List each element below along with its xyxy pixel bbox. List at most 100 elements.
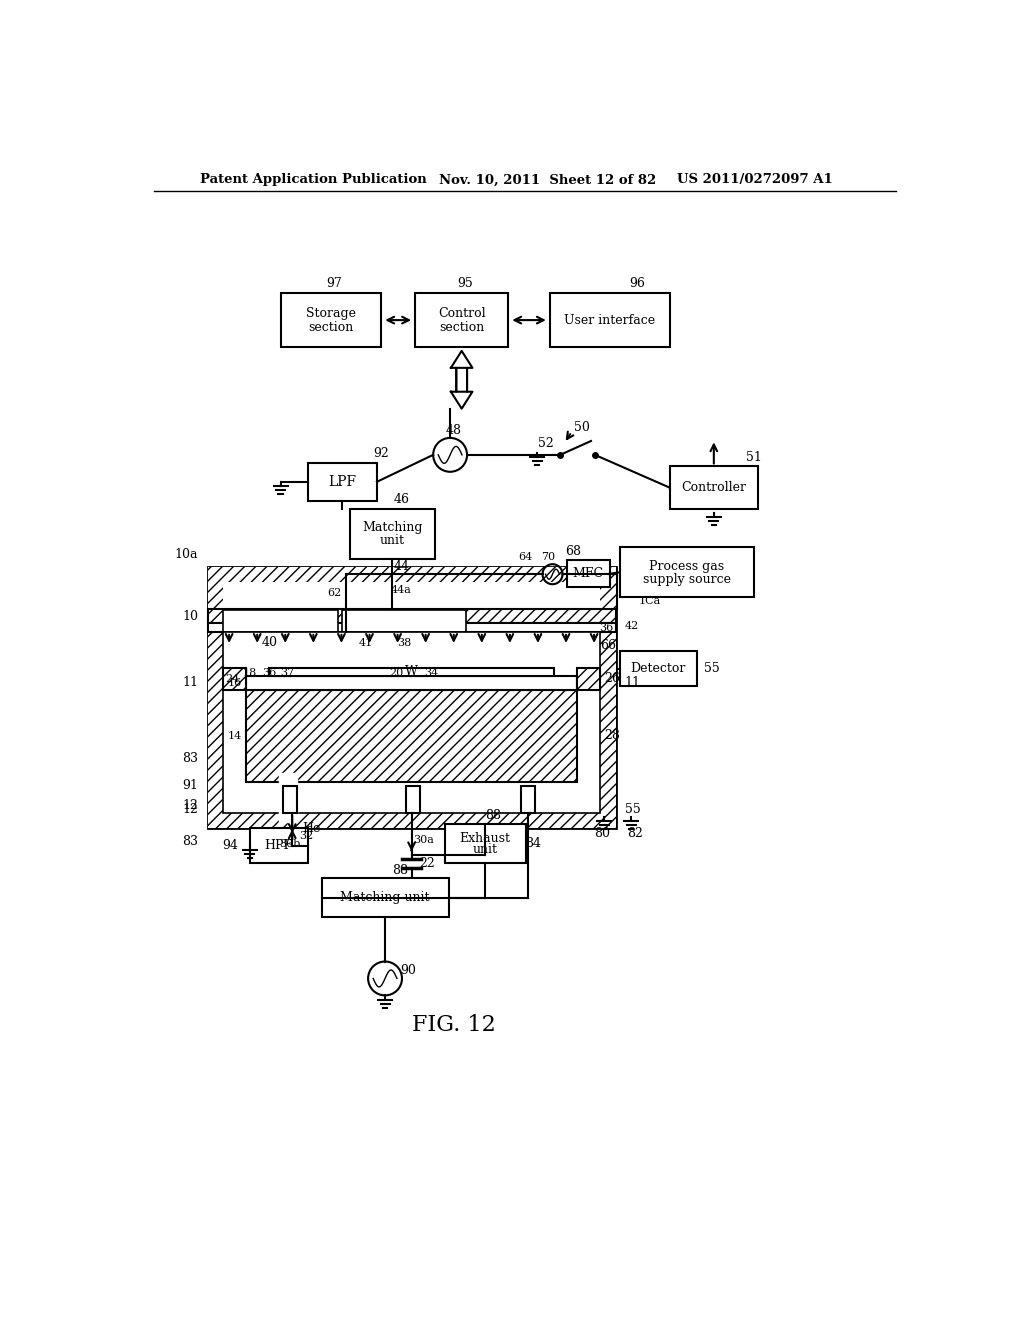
Bar [223,668,246,689]
Text: 70: 70 [542,552,556,562]
Bar [407,785,420,813]
Bar [223,610,339,632]
Text: 10: 10 [182,610,199,623]
Text: unit: unit [473,842,498,855]
Text: User interface: User interface [564,314,655,326]
Text: Nov. 10, 2011  Sheet 12 of 82: Nov. 10, 2011 Sheet 12 of 82 [438,173,655,186]
Bar [208,813,615,829]
Text: 36: 36 [599,623,613,634]
Text: 48: 48 [446,424,462,437]
Text: 95: 95 [458,277,473,290]
Text: 90: 90 [400,964,416,977]
Bar [208,813,615,829]
Text: Storage: Storage [306,308,355,321]
Text: Controller: Controller [681,480,746,494]
Text: 66: 66 [600,639,615,652]
Text: 18: 18 [243,668,257,677]
Bar [578,668,600,689]
Text: 34: 34 [424,668,438,677]
Text: 30a: 30a [413,834,433,845]
Text: 11: 11 [182,676,199,689]
Text: 50: 50 [573,421,590,434]
Bar [208,609,615,623]
Bar [283,785,297,813]
Text: 10a: 10a [175,548,199,561]
Text: 28: 28 [604,730,620,742]
Text: section: section [439,321,484,334]
Text: 40: 40 [261,636,278,649]
Text: 14: 14 [227,731,242,741]
Text: 83: 83 [182,836,199,849]
Text: 64: 64 [518,552,532,562]
Text: 11: 11 [625,676,641,689]
Text: FIG. 12: FIG. 12 [412,1014,496,1036]
Text: 80: 80 [594,828,610,841]
Bar [208,623,615,632]
Text: LPF: LPF [329,475,356,488]
Text: 88: 88 [392,865,409,878]
Bar [208,566,615,829]
Bar [670,466,758,508]
Text: 55: 55 [705,663,720,675]
Bar [208,582,223,813]
Bar [223,632,600,813]
Text: 51: 51 [746,450,762,463]
Bar [600,582,615,813]
Text: Detector: Detector [631,663,686,675]
Bar [208,566,615,582]
Bar [250,829,307,863]
Bar [567,561,609,587]
Text: 26: 26 [604,672,620,685]
Bar [246,690,578,781]
Text: US 2011/0272097 A1: US 2011/0272097 A1 [677,173,833,186]
Text: 84: 84 [525,837,542,850]
Bar [322,878,449,917]
Bar [521,785,535,813]
Text: 97: 97 [327,277,342,290]
Text: He: He [302,822,321,834]
Bar [208,609,615,623]
Bar [444,825,525,863]
Text: 32: 32 [299,832,313,841]
Text: 36: 36 [262,668,276,677]
Text: 96: 96 [629,277,645,290]
Text: 82: 82 [627,828,643,841]
Text: 20: 20 [389,668,403,677]
Bar [578,668,600,689]
Bar [600,582,615,813]
Text: unit: unit [380,535,404,548]
Text: MFC: MFC [572,568,604,581]
Text: 44: 44 [393,560,410,573]
Text: 12: 12 [182,803,199,816]
Bar [350,508,435,558]
Bar [620,651,696,686]
Text: 94: 94 [222,840,239,853]
Text: Matching unit: Matching unit [340,891,430,904]
Text: 92: 92 [373,446,389,459]
Text: 42: 42 [625,620,639,631]
Text: supply source: supply source [643,573,731,586]
Text: 22: 22 [419,857,435,870]
Text: Matching: Matching [362,521,423,535]
Text: Patent Application Publication: Patent Application Publication [200,173,427,186]
Text: 24: 24 [225,675,240,684]
Text: 83: 83 [182,752,199,766]
Bar [307,462,377,502]
Bar [208,566,615,582]
Text: 44a: 44a [391,585,412,594]
Text: 62: 62 [328,589,342,598]
Text: 91: 91 [182,779,199,792]
Text: 88: 88 [484,809,501,822]
Bar [246,676,578,689]
Text: section: section [308,321,353,334]
Text: Control: Control [438,308,485,321]
Text: 46: 46 [393,492,410,506]
Text: Exhaust: Exhaust [460,832,511,845]
Text: 16: 16 [227,677,242,688]
Bar [281,293,381,347]
Text: HPF: HPF [265,840,293,853]
Bar [246,690,578,781]
Text: 52: 52 [539,437,554,450]
Bar [416,293,508,347]
Text: 1Ca: 1Ca [639,597,662,606]
